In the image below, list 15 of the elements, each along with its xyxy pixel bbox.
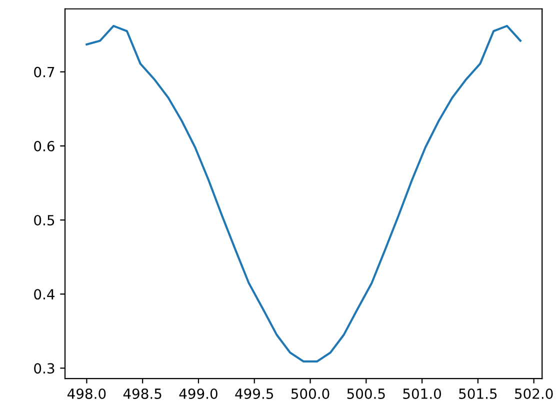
x-tick-label: 500.5	[347, 388, 385, 399]
y-tick-label: 0.5	[34, 214, 54, 226]
line-series	[86, 24, 522, 363]
x-tick-label: 499.5	[235, 388, 274, 399]
y-tick-label: 0.3	[34, 363, 54, 374]
x-tick-label: 500.0	[291, 388, 330, 399]
y-tick-label: 0.4	[34, 289, 55, 300]
x-tick-label: 501.5	[459, 388, 497, 399]
x-tick-label: 502.0	[515, 388, 553, 399]
y-tick-label: 0.7	[34, 66, 54, 78]
y-tick-label: 0.6	[34, 140, 54, 152]
x-tick-label: 498.0	[67, 388, 106, 399]
x-tick-label: 501.0	[403, 388, 441, 399]
x-tick-label: 499.0	[179, 388, 218, 399]
x-tick-label: 498.5	[123, 388, 162, 399]
